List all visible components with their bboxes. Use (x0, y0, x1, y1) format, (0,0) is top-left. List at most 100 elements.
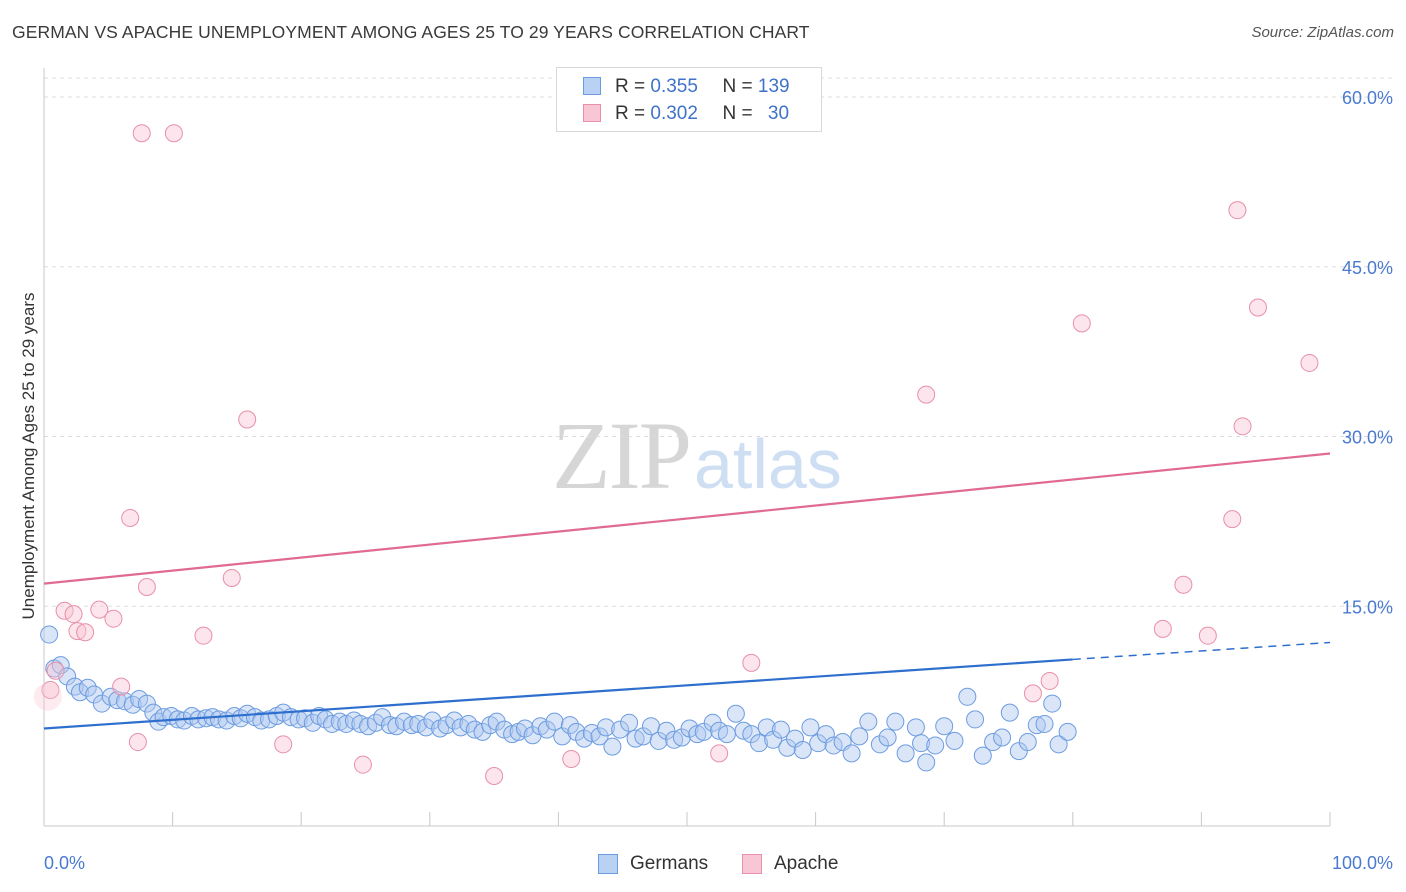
apache-point (1072, 314, 1091, 333)
german-point (1018, 733, 1037, 752)
german-point (1058, 722, 1077, 741)
german-point (764, 730, 783, 749)
apache-point (164, 124, 183, 143)
apache-point (1023, 684, 1042, 703)
chart-title: GERMAN VS APACHE UNEMPLOYMENT AMONG AGES… (12, 22, 810, 42)
german-point (603, 737, 622, 756)
legend-text-germans: R = 0.355 N = 139 (615, 76, 790, 98)
german-point (1009, 742, 1028, 761)
legend: R = 0.355 N = 139 R = 0.302 N = 30 (556, 67, 822, 132)
german-point (402, 716, 421, 735)
axes (43, 68, 1331, 827)
german-point (958, 687, 977, 706)
german-point (137, 694, 156, 713)
german-point (596, 718, 615, 737)
apache-point (46, 661, 65, 680)
german-point (717, 725, 736, 744)
german-point (850, 727, 869, 746)
apache-point (132, 124, 151, 143)
german-point (984, 733, 1003, 752)
legend-row-apache: R = 0.302 N = 30 (557, 101, 821, 127)
german-point (824, 736, 843, 755)
apache-point (1040, 671, 1059, 690)
german-point (1049, 735, 1068, 754)
german-point (545, 712, 564, 731)
german-point (801, 718, 820, 737)
german-point (1000, 703, 1019, 722)
apache-point (353, 755, 372, 774)
apache-point (1248, 298, 1267, 317)
german-point (560, 716, 579, 735)
german-point (966, 710, 985, 729)
german-point (886, 712, 905, 731)
german-point (51, 656, 70, 675)
german-point (590, 727, 609, 746)
german-point (926, 736, 945, 755)
german-point (870, 735, 889, 754)
german-point (567, 722, 586, 741)
legend-n-value-germans: 139 (757, 76, 790, 97)
german-point (793, 740, 812, 759)
apache-point (128, 733, 147, 752)
apache-point (1174, 575, 1193, 594)
apache-point (1153, 619, 1172, 638)
german-point (842, 744, 861, 763)
german-point (657, 721, 676, 740)
german-point (611, 720, 630, 739)
german-point (809, 734, 828, 753)
apache-point (137, 578, 156, 597)
apache-point (121, 508, 140, 527)
apache-point (33, 682, 62, 711)
legend-r-label: R = (615, 103, 646, 124)
german-point (209, 710, 228, 729)
german-point (726, 704, 745, 723)
apache-point (274, 735, 293, 754)
y-tick-label: 30.0% (1342, 428, 1393, 448)
apache-point (1223, 510, 1242, 529)
german-point (487, 712, 506, 731)
german-point (515, 719, 534, 738)
german-point (993, 728, 1012, 747)
german-trend-line-extension (1072, 641, 1331, 661)
apache-point (238, 410, 257, 429)
legend-n-label: N = (722, 76, 753, 97)
german-point (742, 725, 761, 744)
apache-point (1228, 201, 1247, 220)
german-point (380, 716, 399, 735)
apache-point (1233, 417, 1252, 436)
apache-point (64, 605, 83, 624)
german-point (1043, 694, 1062, 713)
source-label: Source: ZipAtlas.com (1251, 24, 1394, 41)
legend-text-apache: R = 0.302 N = 30 (615, 103, 789, 125)
legend-n-label: N = (722, 103, 753, 124)
german-point (40, 625, 59, 644)
y-tick-label: 45.0% (1342, 258, 1393, 278)
apache-point (104, 609, 123, 628)
bottom-legend-swatch-apache (742, 854, 762, 874)
german-point (912, 734, 931, 753)
bottom-legend: Germans Apache (0, 852, 1406, 878)
y-axis-title: Unemployment Among Ages 25 to 29 years (19, 293, 38, 620)
tick-labels: 15.0% 30.0% 45.0% 60.0% 0.0% 100.0% Unemployme… (19, 88, 1393, 873)
german-point (906, 718, 925, 737)
german-point (78, 678, 97, 697)
german-point (859, 712, 878, 731)
apache-trend-line (43, 452, 1331, 585)
y-tick-label: 60.0% (1342, 88, 1393, 108)
apache-point (222, 568, 241, 587)
german-point (316, 710, 335, 729)
german-point (423, 711, 442, 730)
german-point (523, 726, 542, 745)
bottom-legend-swatch-germans (598, 854, 618, 874)
x-tick-label-end: 100.0% (1332, 853, 1393, 873)
german-point (1027, 716, 1046, 735)
grid-lines (44, 77, 1392, 607)
apache-point (1300, 353, 1319, 372)
apache-point (90, 600, 109, 619)
german-point (750, 734, 769, 753)
apache-point (194, 626, 213, 645)
legend-r-value-apache: 0.302 (650, 103, 698, 124)
bottom-legend-label-germans: Germans (630, 853, 709, 874)
german-point (694, 722, 713, 741)
